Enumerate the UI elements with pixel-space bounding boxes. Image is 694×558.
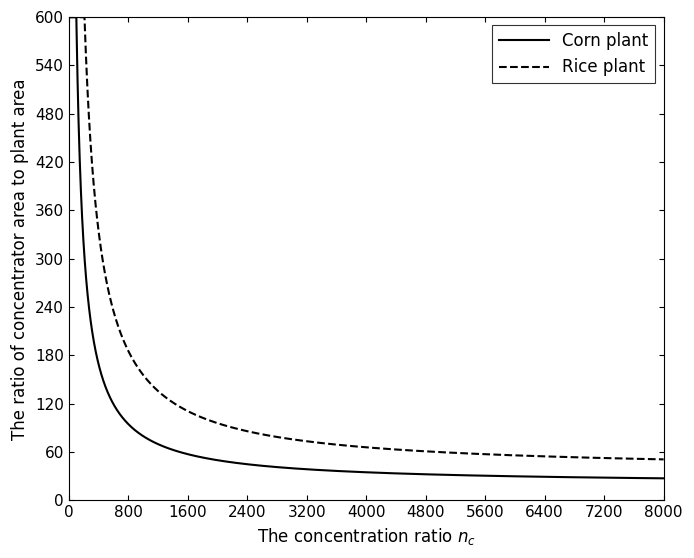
Rice plant [423, 448, 431, 455]
Line: Rice plant: Rice plant [69, 17, 663, 459]
Legend: Corn plant, Rice plant: Corn plant, Rice plant [492, 26, 655, 83]
Rice plant [506, 452, 514, 459]
Rice plant [208, 418, 216, 425]
Corn plant [387, 470, 396, 477]
Corn plant [506, 473, 514, 479]
Corn plant [105, 392, 113, 399]
Rice plant [292, 436, 301, 443]
Rice plant [659, 456, 668, 463]
Corn plant [423, 471, 431, 478]
Corn plant [292, 465, 301, 472]
Rice plant [105, 291, 113, 297]
Line: Corn plant: Corn plant [69, 17, 663, 478]
Corn plant [65, 14, 73, 21]
X-axis label: The concentration ratio $n_c$: The concentration ratio $n_c$ [257, 526, 475, 547]
Rice plant [65, 14, 73, 21]
Y-axis label: The ratio of concentrator area to plant area: The ratio of concentrator area to plant … [11, 78, 29, 440]
Corn plant [659, 475, 668, 482]
Rice plant [387, 446, 396, 453]
Corn plant [208, 456, 216, 463]
